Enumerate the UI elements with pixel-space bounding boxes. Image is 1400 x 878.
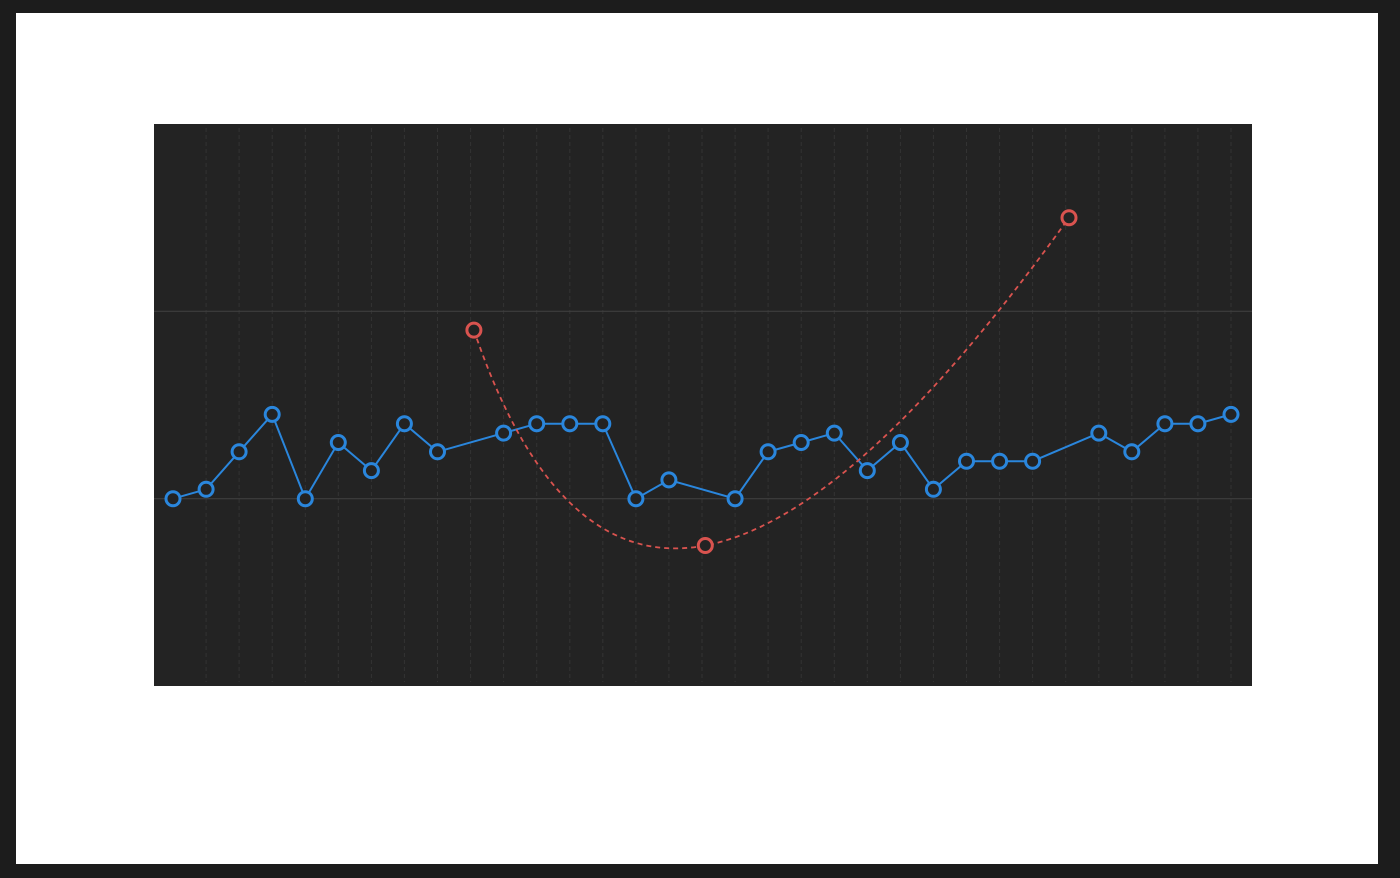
series-1-point <box>759 443 777 461</box>
series-1-line <box>172 412 1232 501</box>
series-1-point <box>1189 415 1207 433</box>
line-chart <box>154 128 1252 682</box>
series-lines <box>172 217 1232 550</box>
series-1-point <box>362 462 380 480</box>
series-1-point <box>164 490 182 508</box>
series-1-point <box>958 452 975 470</box>
plot-area <box>154 124 1252 686</box>
series-1-point <box>891 434 909 451</box>
series-1-point <box>726 490 744 508</box>
series-1-point <box>1024 452 1042 470</box>
series-1-point <box>594 415 612 433</box>
series-markers <box>164 209 1240 554</box>
series-1-point <box>429 443 446 461</box>
series-1-point <box>1090 424 1108 442</box>
series-1-point <box>1156 415 1174 433</box>
series-1-point <box>858 462 876 480</box>
series-1-point <box>197 480 215 498</box>
series-1-point <box>296 490 314 508</box>
series-1-point <box>329 434 347 451</box>
series-1-point <box>991 452 1009 470</box>
series-1-point <box>924 480 942 498</box>
series-1-point <box>660 471 678 489</box>
series-1-point <box>263 405 281 423</box>
grid <box>154 128 1252 682</box>
series-2-point <box>696 537 714 554</box>
series-1-point <box>528 415 546 433</box>
series-1-point <box>1222 405 1240 423</box>
series-1-point <box>825 424 843 442</box>
series-1-point <box>561 415 579 433</box>
series-2-point <box>1060 209 1078 227</box>
series-1-point <box>495 424 513 442</box>
series-1-point <box>1123 443 1141 461</box>
series-2-line <box>473 217 1070 550</box>
series-2-point <box>465 321 483 339</box>
series-1-point <box>230 443 248 461</box>
series-1-point <box>395 415 413 433</box>
series-1-point <box>627 490 645 508</box>
series-1-point <box>792 434 810 451</box>
